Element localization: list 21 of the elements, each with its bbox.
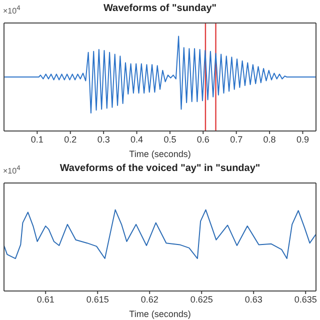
- x-tick-label: 0.61: [36, 294, 54, 304]
- x-tick-label: 0.2: [64, 134, 77, 144]
- x-tick-label: 0.62: [140, 294, 158, 304]
- chart-title: Waveforms of "sunday": [103, 3, 217, 14]
- x-tick-label: 0.63: [244, 294, 262, 304]
- x-tick-label: 0.8: [263, 134, 276, 144]
- text: ×10$^{4}$: [3, 165, 20, 176]
- x-tick-label: 0.3: [97, 134, 110, 144]
- x-axis-title: Time (seconds): [128, 309, 192, 319]
- x-tick-label: 0.6: [196, 134, 210, 144]
- x-tick-label: 0.635: [294, 294, 317, 304]
- x-tick-label: 0.9: [296, 134, 309, 144]
- x-tick-label: 0.625: [190, 294, 213, 304]
- chart-title: Waveforms of the voiced "ay" in "sunday": [60, 163, 260, 174]
- x-axis-title: Time (seconds): [128, 149, 192, 159]
- x-tick-label: 0.7: [230, 134, 243, 144]
- x-tick-label: 0.5: [164, 134, 176, 144]
- x-tick-label: 0.615: [86, 294, 109, 304]
- x-tick-label: 0.4: [130, 134, 144, 144]
- text: ×10$^{4}$: [3, 5, 20, 16]
- x-tick-label: 0.1: [30, 134, 44, 144]
